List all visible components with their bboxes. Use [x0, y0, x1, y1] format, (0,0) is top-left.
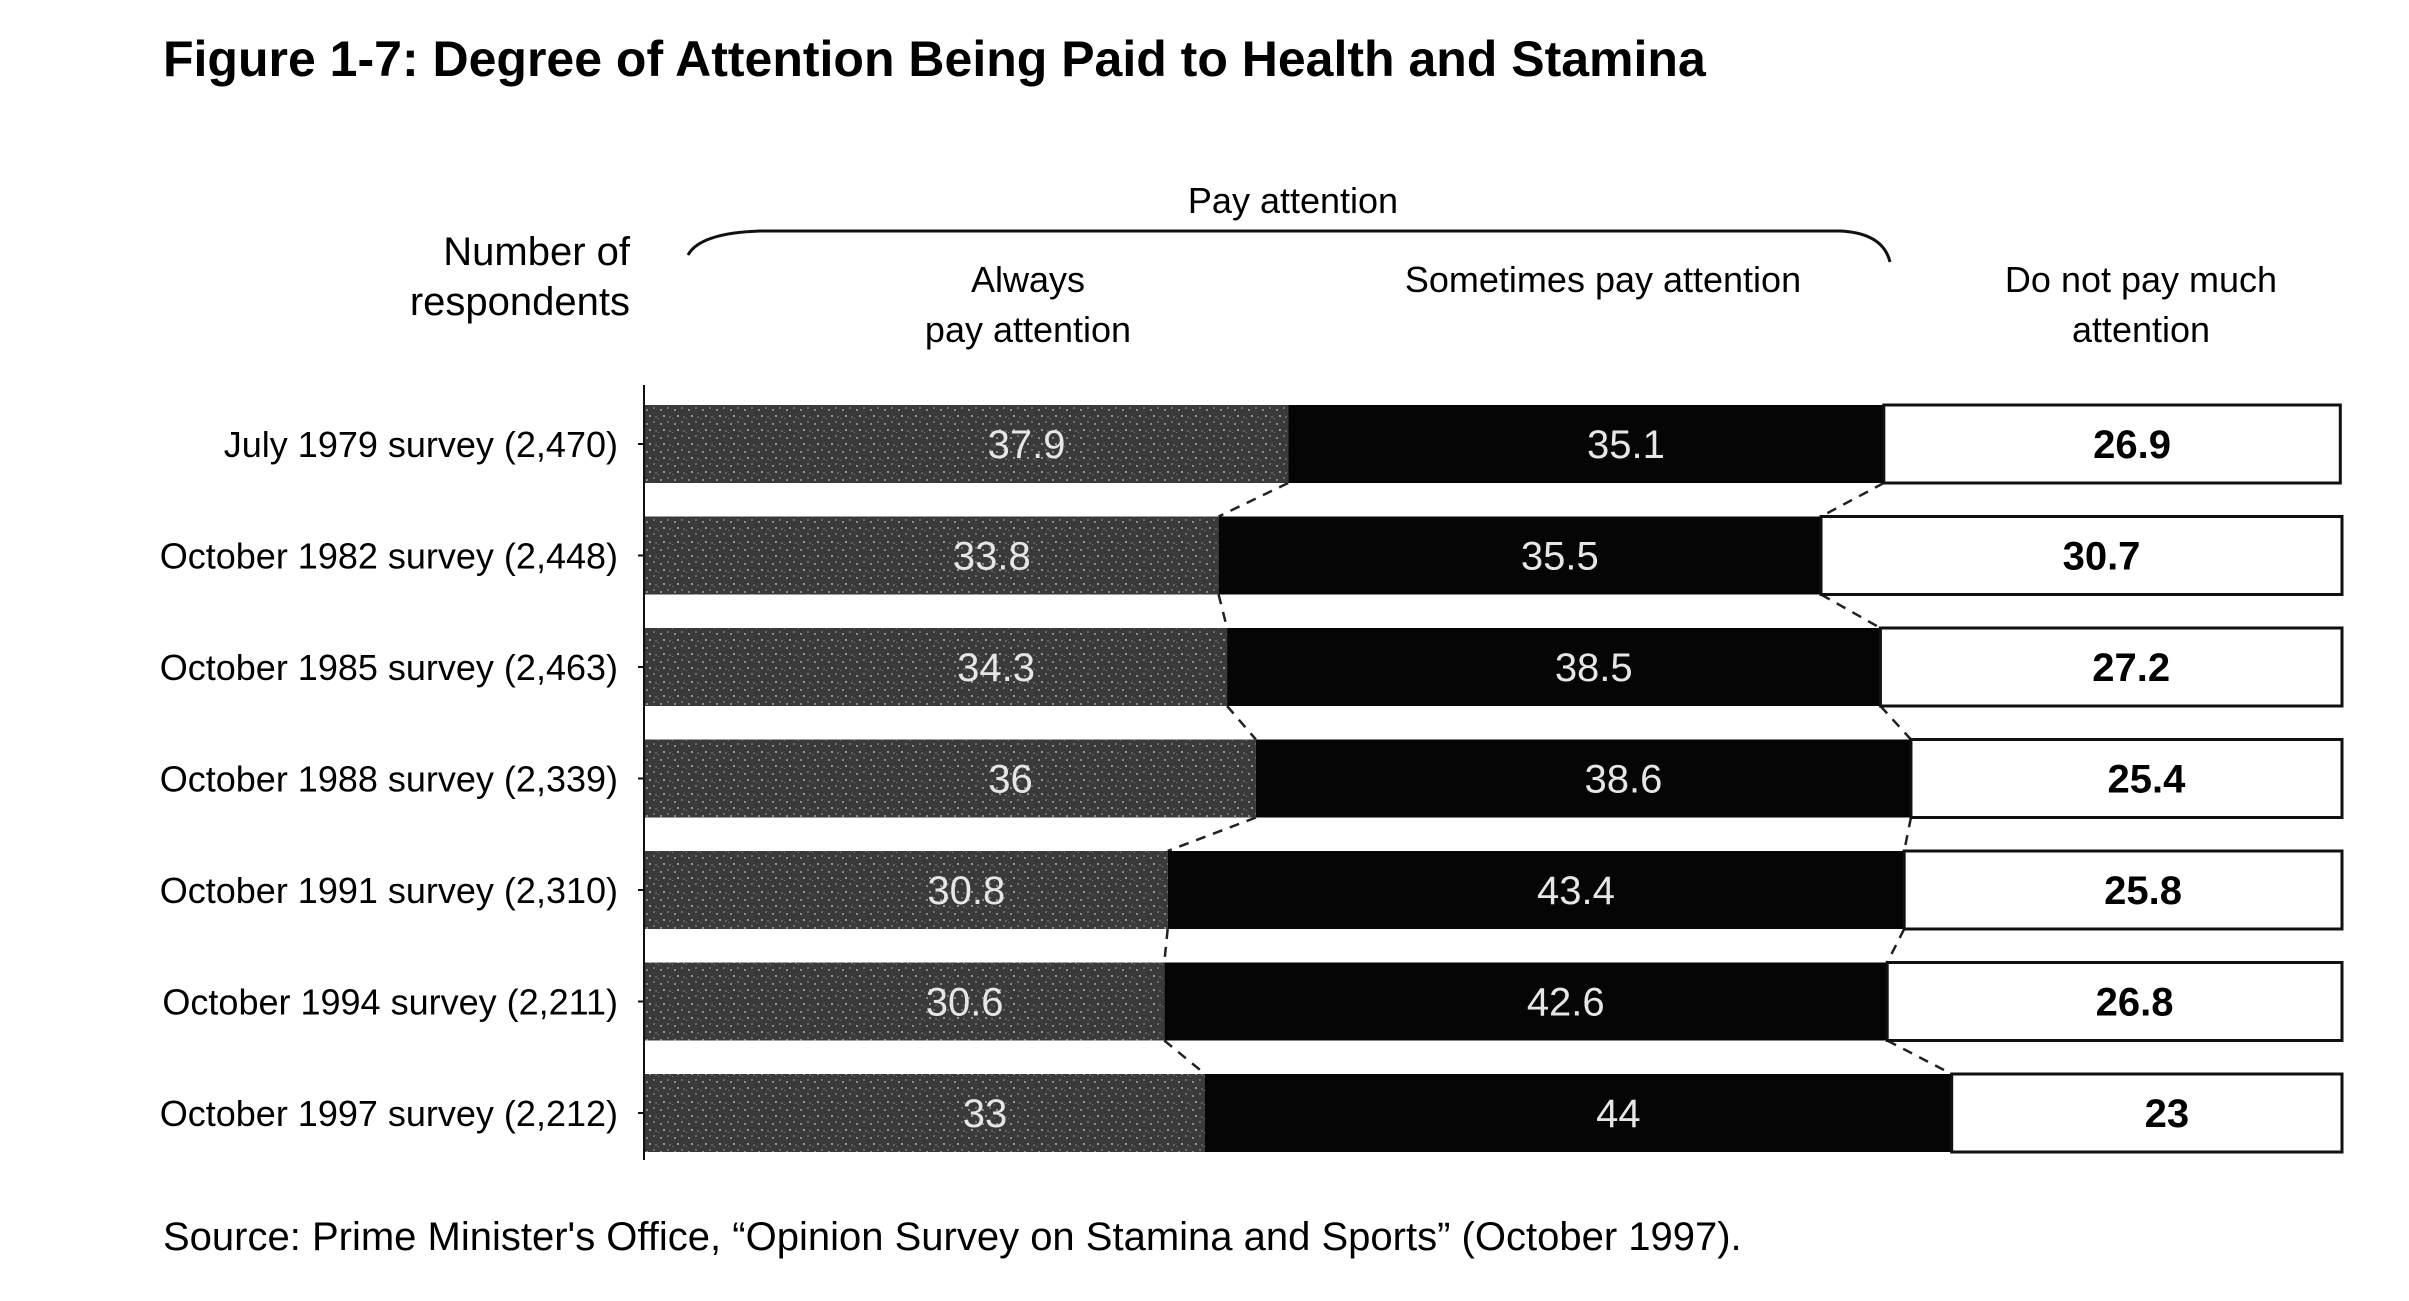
bar-row: October 1994 survey (2,211) 30.6 42.6 26.8: [162, 961, 2344, 1042]
label-not-much: 30.7: [2063, 535, 2141, 579]
connector-line: [1886, 928, 1906, 964]
bar-sometimes: [1288, 405, 1884, 483]
bar-row: October 1997 survey (2,212) 33 44 23: [160, 1072, 2344, 1154]
bar-not-much: [1882, 403, 2342, 485]
label-always: 36: [988, 758, 1033, 802]
label-not-much: 25.4: [2108, 758, 2187, 802]
bar-row: October 1991 survey (2,310) 30.8 43.4 25.8: [160, 849, 2344, 931]
category-label: October 1991 survey (2,310): [160, 870, 618, 911]
label-not-much: 26.8: [2096, 981, 2174, 1025]
bar-sometimes: [1167, 851, 1905, 929]
connector-line: [1217, 594, 1229, 629]
label-always: 33.8: [953, 535, 1031, 579]
bar-always: [645, 962, 1165, 1041]
label-not-much: 25.8: [2104, 869, 2182, 913]
category-label: October 1994 survey (2,211): [162, 982, 618, 1023]
category-label: October 1982 survey (2,448): [160, 536, 618, 577]
label-sometimes: 38.5: [1555, 646, 1633, 690]
source-note: Source: Prime Minister's Office, “Opinio…: [163, 1215, 1742, 1259]
series-header-not-much: Do not pay much attention: [2005, 259, 2277, 350]
connector-line: [1886, 1039, 1953, 1076]
bar-always: [645, 1074, 1206, 1152]
label-always: 33: [963, 1092, 1008, 1136]
pay-attention-brace: [686, 229, 1892, 263]
bar-row: July 1979 survey (2,470) 37.9 35.1 26.9: [224, 403, 2342, 485]
category-label: October 1997 survey (2,212): [160, 1093, 618, 1134]
bar-always: [645, 516, 1219, 595]
label-sometimes: 38.6: [1585, 758, 1663, 802]
row-header-label: Number of respondents: [410, 230, 631, 324]
bar-not-much: [1885, 961, 2344, 1042]
bar-not-much: [1878, 626, 2344, 708]
bar-not-much: [1950, 1072, 2344, 1154]
pay-attention-group-label: Pay attention: [1188, 180, 1398, 221]
connector-line: [1902, 817, 1913, 852]
connector-line: [1820, 481, 1885, 518]
bar-not-much: [1819, 515, 2344, 596]
bar-sometimes: [1164, 962, 1888, 1041]
bar-row: October 1985 survey (2,463) 34.3 38.5 27.2: [160, 626, 2344, 708]
label-always: 37.9: [988, 423, 1066, 467]
connector-line: [1218, 481, 1289, 518]
bar-sometimes: [1227, 628, 1881, 706]
connector-line: [1226, 705, 1257, 741]
bar-always: [645, 405, 1289, 483]
bar-sometimes: [1205, 1074, 1952, 1152]
connector-line: [1820, 593, 1882, 630]
series-headers: Always pay attention Sometimes pay attenti…: [925, 259, 2277, 350]
label-sometimes: 44: [1596, 1092, 1641, 1136]
label-sometimes: 43.4: [1537, 869, 1615, 913]
label-sometimes: 42.6: [1527, 981, 1605, 1025]
category-label: October 1988 survey (2,339): [160, 759, 618, 800]
bar-rows: July 1979 survey (2,470) 37.9 35.1 26.9 Octo…: [160, 403, 2344, 1154]
label-sometimes: 35.5: [1521, 535, 1599, 579]
bar-always: [645, 739, 1256, 818]
label-always: 34.3: [957, 646, 1035, 690]
connector-line: [1167, 816, 1257, 853]
series-header-always: Always pay attention: [925, 259, 1131, 350]
bar-row: October 1982 survey (2,448) 33.8 35.5 30.7: [160, 515, 2344, 596]
label-always: 30.6: [926, 981, 1004, 1025]
bar-sometimes: [1218, 516, 1822, 595]
label-not-much: 27.2: [2092, 646, 2170, 690]
label-always: 30.8: [927, 869, 1005, 913]
label-not-much: 26.9: [2093, 423, 2171, 467]
connector-lines: [1163, 481, 1953, 1076]
bar-row: October 1988 survey (2,339) 36 38.6 25.4: [160, 738, 2344, 819]
bar-not-much: [1902, 849, 2344, 931]
bar-always: [645, 628, 1228, 706]
category-label: July 1979 survey (2,470): [224, 424, 618, 465]
bar-not-much: [1909, 738, 2344, 819]
series-header-sometimes: Sometimes pay attention: [1405, 259, 1801, 300]
connector-line: [1879, 705, 1912, 741]
figure-title: Figure 1-7: Degree of Attention Being Pa…: [163, 31, 1706, 87]
label-not-much: 23: [2145, 1092, 2190, 1136]
category-label: October 1985 survey (2,463): [160, 647, 618, 688]
connector-line: [1163, 1039, 1206, 1075]
label-sometimes: 35.1: [1587, 423, 1665, 467]
bar-sometimes: [1255, 739, 1911, 818]
connector-line: [1163, 928, 1169, 963]
bar-always: [645, 851, 1168, 929]
